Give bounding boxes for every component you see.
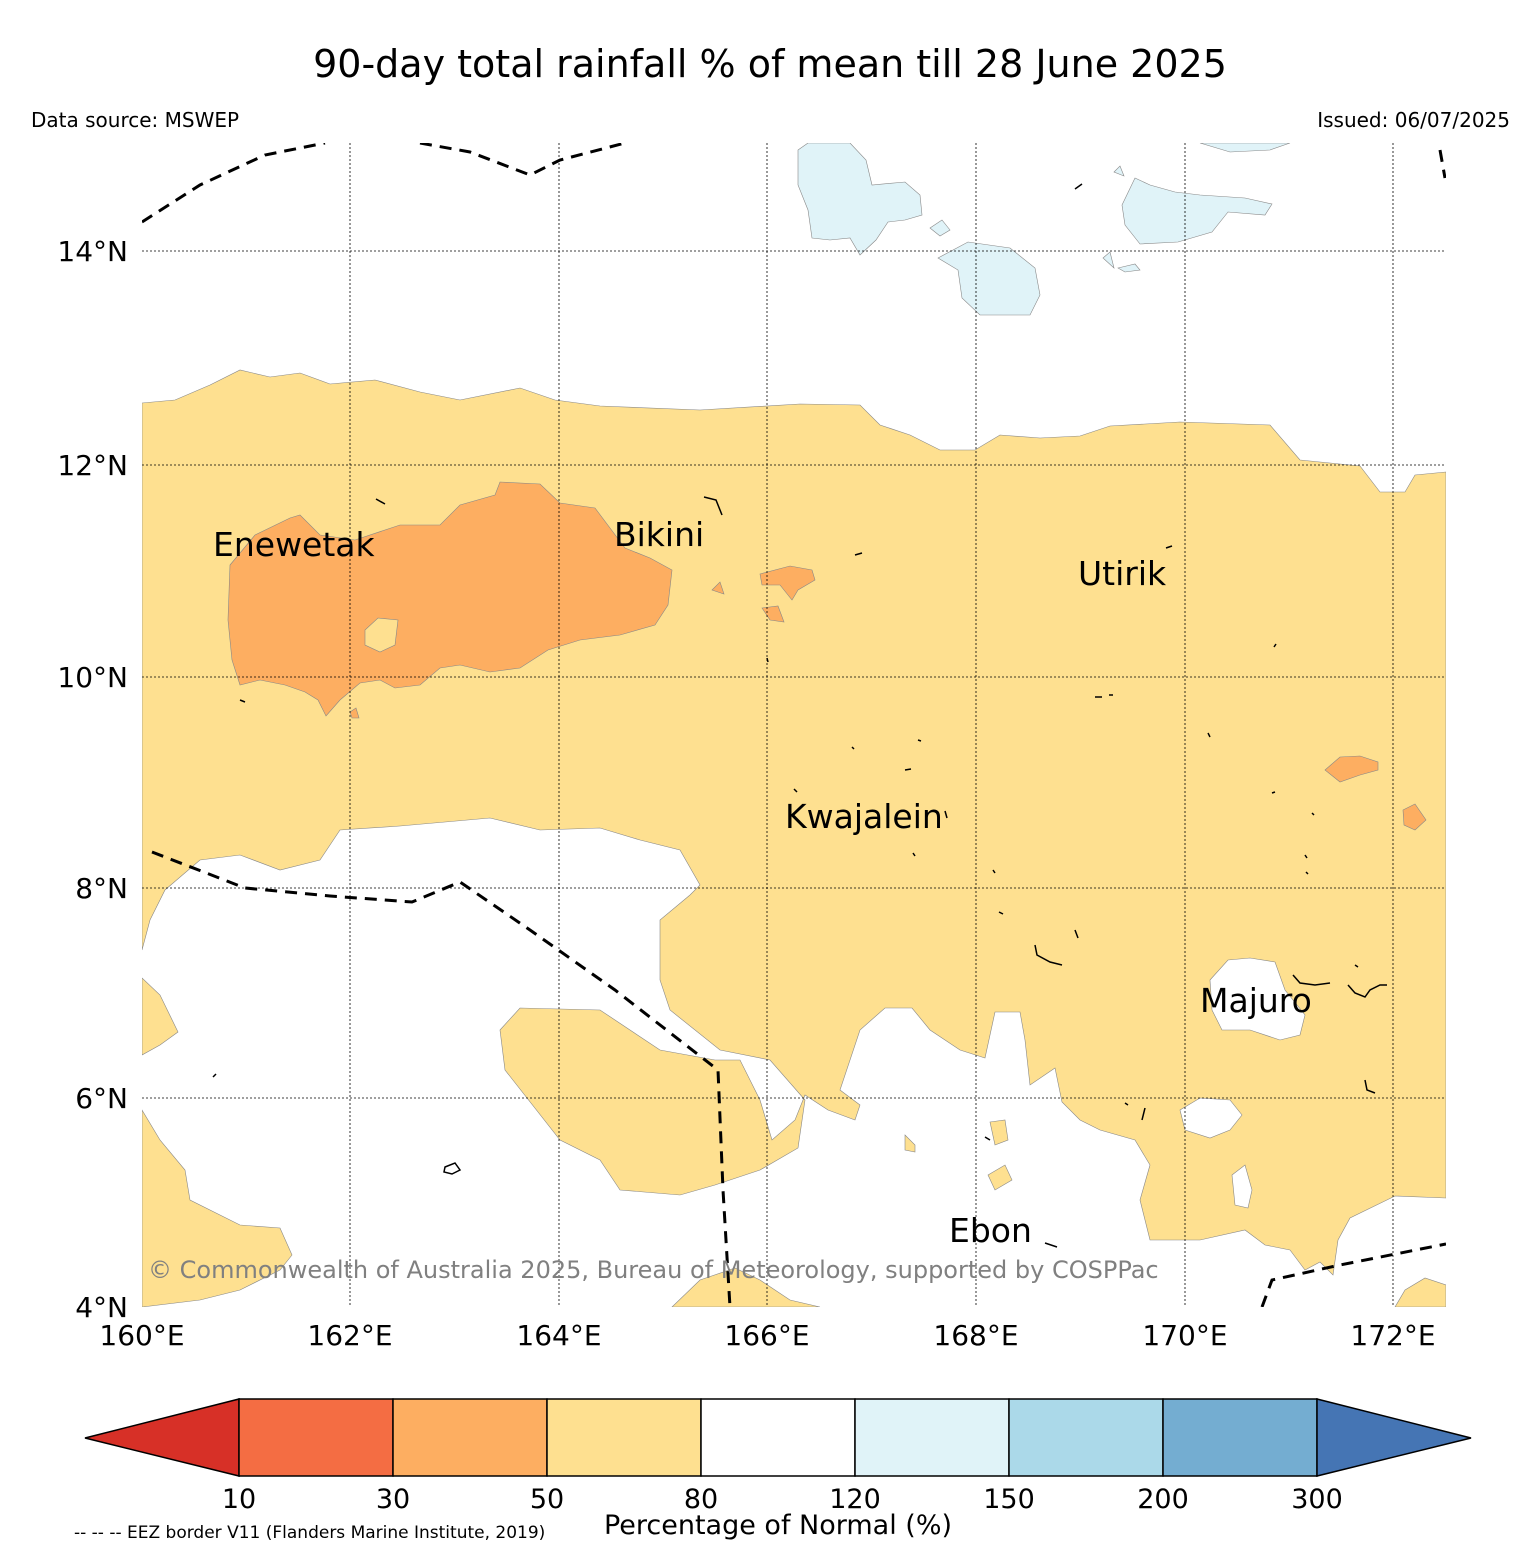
lon-tick-label: 168°E xyxy=(933,1319,1018,1352)
place-label-utirik: Utirik xyxy=(1078,554,1167,593)
rain-region-30-50 xyxy=(227,481,673,717)
rain-region-80-120 xyxy=(1179,1097,1243,1139)
rain-region-30-50 xyxy=(349,707,360,719)
lat-tick-label: 12°N xyxy=(57,449,128,482)
colorbar-tick-label: 10 xyxy=(222,1484,256,1515)
lon-tick-label: 162°E xyxy=(307,1319,392,1352)
colorbar-extend-high xyxy=(1316,1398,1472,1477)
eez-border-note: -- -- -- EEZ border V11 (Flanders Marine… xyxy=(74,1523,546,1543)
rain-region-30-50 xyxy=(1402,803,1427,831)
place-label-enewetak: Enewetak xyxy=(213,525,376,564)
lon-tick-label: 166°E xyxy=(724,1319,809,1352)
rain-region-80-120 xyxy=(1231,1164,1253,1209)
colorbar-bin xyxy=(392,1398,548,1477)
lon-tick-label: 172°E xyxy=(1350,1319,1435,1352)
colorbar-ticks: 10 30 50 80 120 150 200 300 xyxy=(222,1484,1343,1515)
colorbar-title: Percentage of Normal (%) xyxy=(603,1510,953,1541)
rain-region-30-50 xyxy=(1324,755,1379,783)
rain-region-50-80 xyxy=(142,977,179,1056)
colorbar-tick-label: 30 xyxy=(376,1484,410,1515)
place-labels: Enewetak Bikini Utirik Kwajalein Majuro … xyxy=(213,515,1312,1250)
colorbar-extend-low xyxy=(84,1398,240,1477)
lat-tick-label: 4°N xyxy=(75,1291,128,1324)
graticule xyxy=(142,143,1446,1307)
issued-date-label: Issued: 06/07/2025 xyxy=(1317,108,1510,132)
colorbar-bin xyxy=(1162,1398,1318,1477)
colorbar-bin xyxy=(238,1398,394,1477)
map-area: © Commonwealth of Australia 2025, Bureau… xyxy=(142,143,1446,1307)
colorbar-bin xyxy=(546,1398,702,1477)
map-title: 90-day total rainfall % of mean till 28 … xyxy=(313,42,1227,86)
lon-tick-label: 170°E xyxy=(1142,1319,1227,1352)
lat-tick-label: 8°N xyxy=(75,872,128,905)
colorbar-bin xyxy=(1008,1398,1164,1477)
rain-region-120-150 xyxy=(1121,177,1273,245)
lon-tick-label: 164°E xyxy=(516,1319,601,1352)
rain-region-50-80 xyxy=(904,1119,1013,1191)
atoll-outlines xyxy=(212,183,1387,1248)
colorbar-tick-label: 50 xyxy=(530,1484,564,1515)
rain-region-50-80 xyxy=(1394,1277,1446,1307)
colorbar-tick-label: 300 xyxy=(1291,1484,1343,1515)
lat-tick-label: 10°N xyxy=(57,661,128,694)
data-source-label: Data source: MSWEP xyxy=(31,108,240,132)
colorbar-tick-label: 150 xyxy=(983,1484,1035,1515)
colorbar-tick-label: 200 xyxy=(1137,1484,1189,1515)
copyright-notice: © Commonwealth of Australia 2025, Bureau… xyxy=(148,1256,1159,1284)
rain-region-50-80 xyxy=(142,1109,293,1307)
rain-region-50-80 xyxy=(671,1267,821,1307)
lon-tick-label: 160°E xyxy=(99,1319,184,1352)
colorbar-tick-label: 80 xyxy=(684,1484,718,1515)
place-label-majuro: Majuro xyxy=(1200,981,1312,1020)
place-label-ebon: Ebon xyxy=(949,1211,1032,1250)
colorbar-bin xyxy=(700,1398,856,1477)
colorbar-tick-label: 120 xyxy=(829,1484,881,1515)
eez-border xyxy=(142,143,1446,1307)
rain-region-80-120 xyxy=(364,617,399,653)
colorbar-bin xyxy=(854,1398,1010,1477)
longitude-axis: 160°E 162°E 164°E 166°E 168°E 170°E 172°… xyxy=(99,1319,1435,1352)
place-label-bikini: Bikini xyxy=(614,515,704,554)
rain-region-30-50 xyxy=(759,565,816,601)
rain-region-80-120 xyxy=(1209,957,1306,1041)
rain-region-120-150 xyxy=(937,241,1041,316)
colorbar xyxy=(84,1398,1472,1477)
place-label-kwajalein: Kwajalein xyxy=(785,797,943,836)
latitude-axis: 4°N 6°N 8°N 10°N 12°N 14°N xyxy=(57,235,128,1324)
rain-region-120-150 xyxy=(929,143,1291,273)
lat-tick-label: 6°N xyxy=(75,1082,128,1115)
rain-region-120-150 xyxy=(797,143,923,256)
lat-tick-label: 14°N xyxy=(57,235,128,268)
